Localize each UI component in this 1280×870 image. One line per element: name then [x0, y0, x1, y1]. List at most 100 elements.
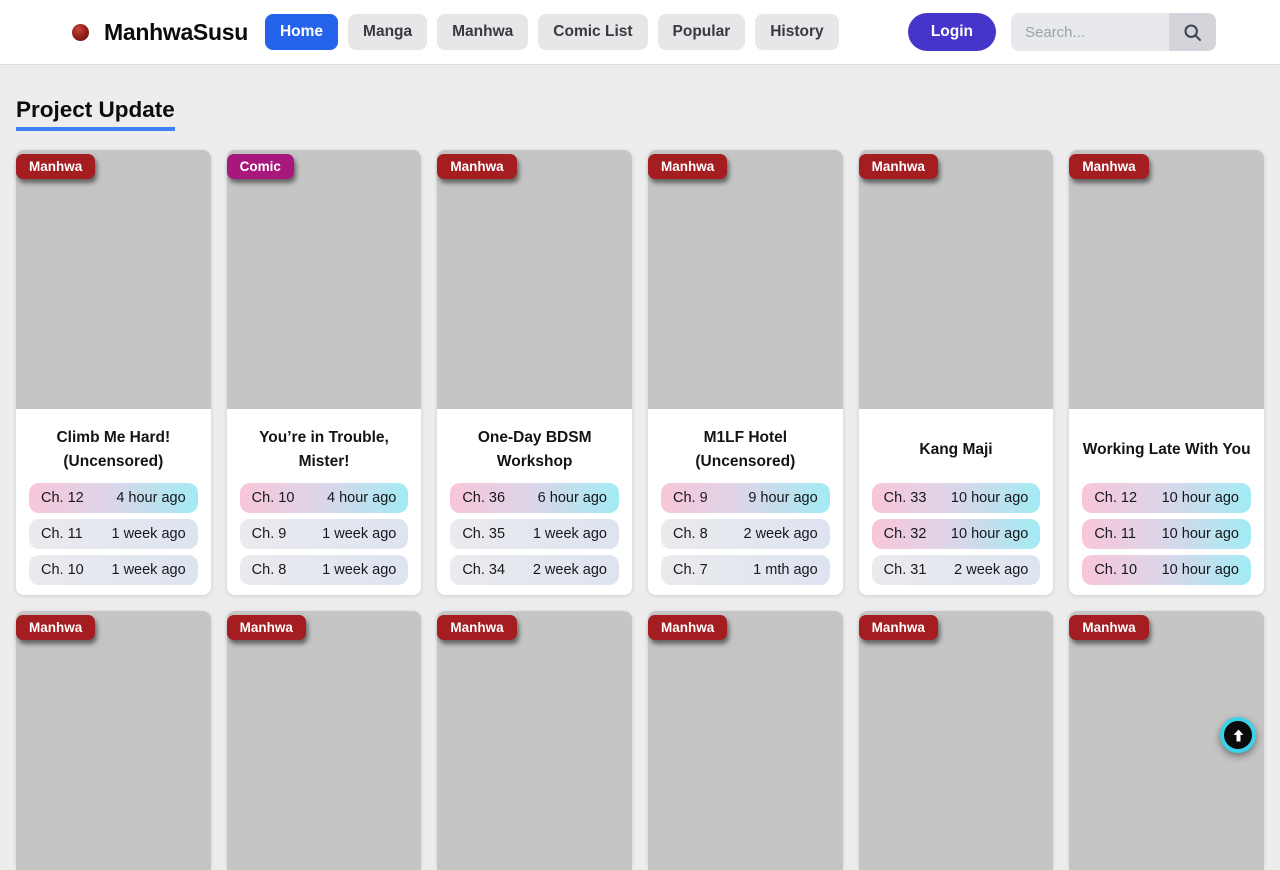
card-thumbnail[interactable] — [437, 150, 632, 409]
chapter-time: 4 hour ago — [326, 490, 397, 506]
chapter-time: 9 hour ago — [748, 490, 818, 506]
chapter-number: Ch. 12 — [41, 490, 84, 506]
nav-item-comic-list[interactable]: Comic List — [538, 14, 648, 50]
chapter-list: Ch. 10 4 hour ago Ch. 9 1 week ago Ch. 8 1 we… — [239, 483, 409, 585]
chapter-row[interactable]: Ch. 36 6 hour ago — [450, 483, 619, 513]
nav-item-history[interactable]: History — [755, 14, 839, 50]
card-thumbnail[interactable] — [226, 150, 422, 409]
card-badge: Comic — [226, 154, 294, 179]
comic-card: Manhwa — [858, 611, 1054, 870]
chapter-row[interactable]: Ch. 9 9 hour ago — [661, 483, 830, 513]
chapter-number: Ch. 7 — [673, 562, 708, 578]
chapter-time: 2 week ago — [743, 526, 818, 542]
card-title[interactable]: Kang Maji — [919, 441, 993, 458]
card-title[interactable]: One-Day BDSM Workshop — [477, 429, 592, 470]
chapter-number: Ch. 34 — [462, 562, 506, 578]
comic-card: Manhwa Climb Me Hard! (Uncensored) Ch. 1… — [16, 150, 211, 595]
card-body: One-Day BDSM Workshop Ch. 36 6 hour ago Ch… — [437, 409, 632, 595]
card-title[interactable]: Working Late With You — [1082, 441, 1251, 458]
chapter-time: 1 mth ago — [753, 562, 818, 578]
card-badge: Manhwa — [648, 615, 728, 640]
login-button[interactable]: Login — [907, 13, 996, 51]
search-icon — [1182, 22, 1203, 43]
search-input[interactable] — [1011, 13, 1169, 51]
chapter-row[interactable]: Ch. 35 1 week ago — [450, 519, 619, 549]
arrow-up-icon — [1231, 728, 1246, 743]
chapter-row[interactable]: Ch. 10 4 hour ago — [239, 483, 409, 513]
chapter-row[interactable]: Ch. 32 10 hour ago — [871, 519, 1041, 549]
comic-card: Manhwa — [648, 611, 843, 870]
card-thumbnail[interactable] — [648, 611, 843, 870]
main-nav: Home Manga Manhwa Comic List Popular History — [264, 14, 839, 50]
chapter-row[interactable]: Ch. 11 1 week ago — [29, 519, 198, 549]
chapter-time: 10 hour ago — [950, 526, 1029, 542]
chapter-row[interactable]: Ch. 11 10 hour ago — [1082, 519, 1251, 549]
chapter-number: Ch. 35 — [462, 526, 506, 542]
card-thumbnail[interactable] — [858, 150, 1054, 409]
search-button[interactable] — [1169, 13, 1216, 51]
chapter-row[interactable]: Ch. 8 2 week ago — [661, 519, 830, 549]
chapter-time: 1 week ago — [532, 526, 607, 542]
card-badge: Manhwa — [858, 154, 938, 179]
card-badge: Manhwa — [1069, 154, 1149, 179]
comic-card: Manhwa M1LF Hotel (Uncensored) Ch. 9 9 ho… — [648, 150, 843, 595]
card-badge: Manhwa — [648, 154, 728, 179]
chapter-number: Ch. 8 — [251, 562, 287, 578]
chapter-row[interactable]: Ch. 8 1 week ago — [239, 555, 409, 585]
chapter-time: 6 hour ago — [537, 490, 607, 506]
chapter-time: 10 hour ago — [1161, 562, 1239, 578]
card-badge: Manhwa — [16, 615, 96, 640]
card-thumbnail[interactable] — [1069, 150, 1264, 409]
card-badge: Manhwa — [437, 154, 517, 179]
comic-card: Manhwa One-Day BDSM Workshop Ch. 36 6 hou… — [437, 150, 632, 595]
chapter-number: Ch. 12 — [1094, 490, 1138, 506]
search-bar — [1011, 13, 1216, 51]
card-thumbnail[interactable] — [648, 150, 843, 409]
card-body: Kang Maji Ch. 33 10 hour ago Ch. 32 10 hour… — [859, 409, 1054, 595]
nav-item-home[interactable]: Home — [264, 14, 339, 50]
chapter-list: Ch. 12 4 hour ago Ch. 11 1 week ago Ch. 10 1 … — [29, 483, 198, 585]
card-badge: Manhwa — [226, 615, 306, 640]
chapter-row[interactable]: Ch. 31 2 week ago — [871, 555, 1041, 585]
chapter-number: Ch. 33 — [883, 490, 927, 506]
chapter-row[interactable]: Ch. 33 10 hour ago — [871, 483, 1041, 513]
brand-name: ManhwaSusu — [104, 18, 248, 45]
nav-item-manga[interactable]: Manga — [348, 14, 428, 50]
card-thumbnail[interactable] — [437, 611, 632, 870]
card-badge: Manhwa — [437, 615, 517, 640]
chapter-row[interactable]: Ch. 9 1 week ago — [239, 519, 409, 549]
chapter-row[interactable]: Ch. 7 1 mth ago — [661, 555, 830, 585]
chapter-row[interactable]: Ch. 12 4 hour ago — [29, 483, 198, 513]
card-thumbnail[interactable] — [858, 611, 1054, 870]
brand[interactable]: ManhwaSusu — [72, 19, 248, 46]
chapter-time: 10 hour ago — [950, 490, 1029, 506]
card-title[interactable]: Climb Me Hard! (Uncensored) — [56, 429, 171, 470]
chapter-number: Ch. 11 — [1094, 526, 1136, 542]
chapter-row[interactable]: Ch. 12 10 hour ago — [1082, 483, 1251, 513]
comic-card: Comic You’re in Trouble, Mister! Ch. 10 4… — [226, 150, 422, 595]
comic-card: Manhwa Kang Maji Ch. 33 10 hour ago Ch. 32… — [858, 150, 1054, 595]
header-right: Login — [907, 13, 1216, 51]
card-thumbnail[interactable] — [16, 150, 211, 409]
chapter-row[interactable]: Ch. 10 1 week ago — [29, 555, 198, 585]
page-title: Project Update — [16, 98, 175, 131]
chapter-list: Ch. 36 6 hour ago Ch. 35 1 week ago Ch. 34 2 … — [450, 483, 619, 585]
card-title[interactable]: You’re in Trouble, Mister! — [259, 429, 389, 470]
chapter-list: Ch. 33 10 hour ago Ch. 32 10 hour ago Ch. 31… — [871, 483, 1041, 585]
navbar: ManhwaSusu Home Manga Manhwa Comic List Popu… — [0, 0, 1280, 64]
nav-item-manhwa[interactable]: Manhwa — [437, 14, 529, 50]
chapter-row[interactable]: Ch. 10 10 hour ago — [1082, 555, 1251, 585]
card-thumbnail[interactable] — [226, 611, 422, 870]
scroll-top-button[interactable] — [1220, 717, 1256, 753]
chapter-number: Ch. 10 — [251, 490, 295, 506]
card-title[interactable]: M1LF Hotel (Uncensored) — [695, 429, 796, 470]
chapter-number: Ch. 31 — [883, 562, 927, 578]
comic-card: Manhwa — [437, 611, 632, 870]
chapter-row[interactable]: Ch. 34 2 week ago — [450, 555, 619, 585]
chapter-time: 10 hour ago — [1161, 490, 1239, 506]
nav-item-popular[interactable]: Popular — [657, 14, 746, 50]
chapter-time: 1 week ago — [322, 562, 397, 578]
card-thumbnail[interactable] — [16, 611, 211, 870]
chapter-time: 2 week ago — [532, 562, 607, 578]
